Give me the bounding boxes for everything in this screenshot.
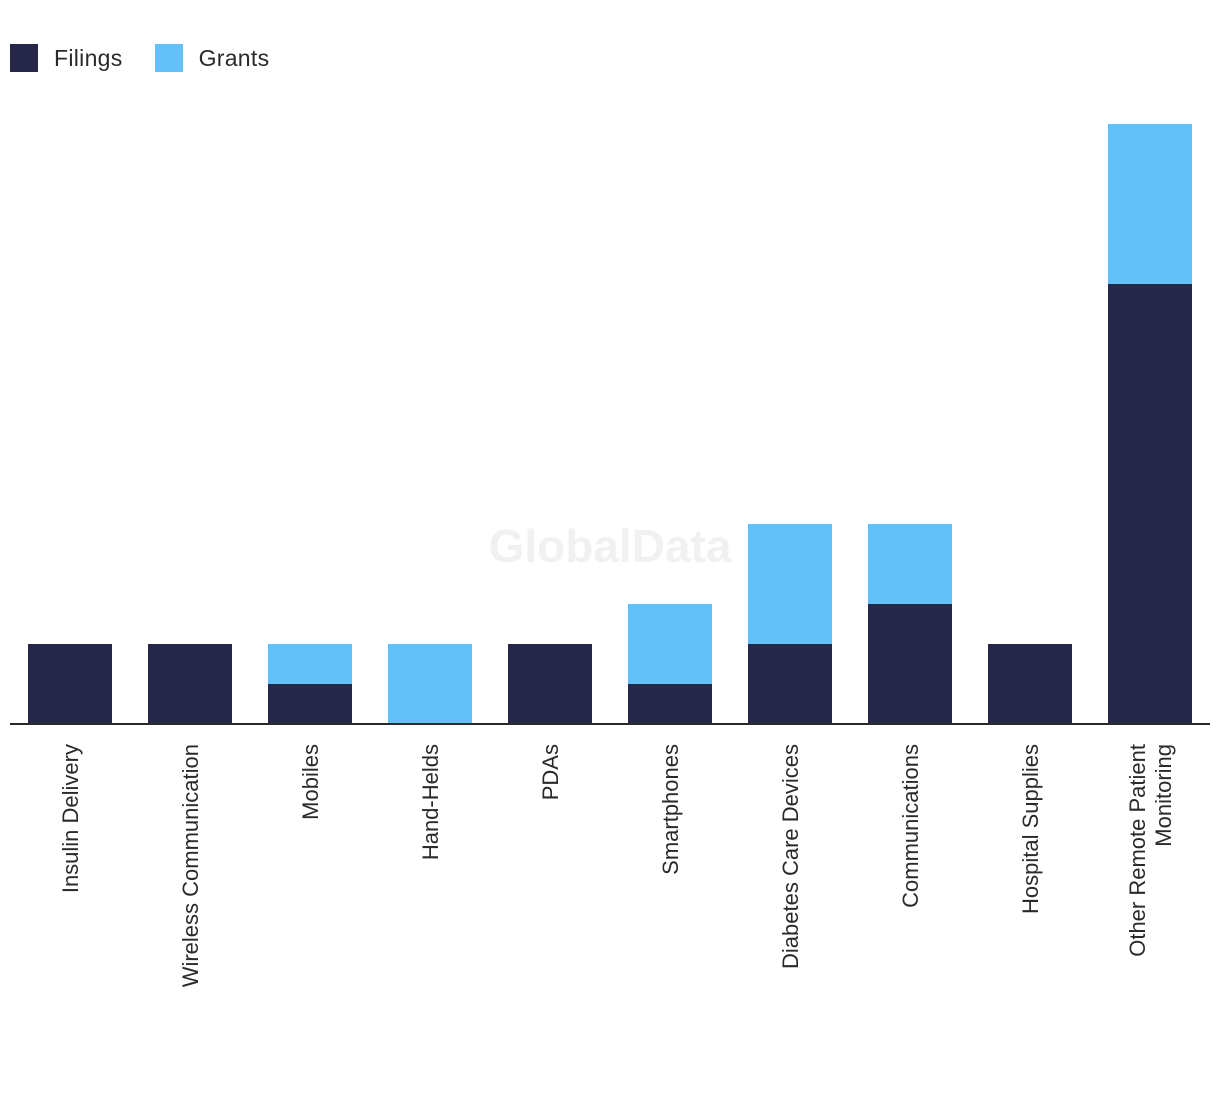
bar-filings-1 xyxy=(148,644,232,724)
bar-filings-9 xyxy=(1108,284,1192,724)
legend-label-grants: Grants xyxy=(198,44,270,71)
x-tick-label-line-9-0: Other Remote Patient xyxy=(1125,744,1150,957)
bar-filings-5 xyxy=(628,684,712,724)
bar-filings-6 xyxy=(748,644,832,724)
x-tick-label-6: Diabetes Care Devices xyxy=(778,744,803,969)
bar-grants-6 xyxy=(748,524,832,644)
bar-filings-4 xyxy=(508,644,592,724)
x-tick-label-9: Other Remote PatientMonitoring xyxy=(1125,744,1176,957)
x-tick-label-line-8-0: Hospital Supplies xyxy=(1018,744,1043,914)
bar-filings-7 xyxy=(868,604,952,724)
legend-swatch-grants xyxy=(154,44,183,72)
legend: Filings Grants xyxy=(10,44,301,72)
bar-filings-2 xyxy=(268,684,352,724)
x-tick-label-line-1-0: Wireless Communication xyxy=(178,744,203,987)
legend-label-filings: Filings xyxy=(54,44,123,71)
x-tick-label-8: Hospital Supplies xyxy=(1018,744,1043,914)
legend-swatch-filings xyxy=(10,44,38,72)
bars-group xyxy=(28,124,1192,724)
bar-filings-0 xyxy=(28,644,112,724)
x-tick-label-line-4-0: PDAs xyxy=(538,744,563,800)
x-tick-label-4: PDAs xyxy=(538,744,563,800)
x-tick-label-0: Insulin Delivery xyxy=(58,744,83,893)
x-tick-label-3: Hand-Helds xyxy=(418,744,443,860)
x-tick-label-7: Communications xyxy=(898,744,923,908)
x-tick-label-line-0-0: Insulin Delivery xyxy=(58,744,83,893)
bar-grants-9 xyxy=(1108,124,1192,284)
bar-grants-5 xyxy=(628,604,712,684)
x-tick-labels: Insulin Delivery Wireless Communication Mo… xyxy=(58,744,1176,987)
bar-grants-3 xyxy=(388,644,472,724)
x-tick-label-line-2-0: Mobiles xyxy=(298,744,323,820)
x-tick-label-line-7-0: Communications xyxy=(898,744,923,908)
x-tick-label-line-6-0: Diabetes Care Devices xyxy=(778,744,803,969)
bar-grants-7 xyxy=(868,524,952,604)
legend-item-filings: Filings xyxy=(10,44,123,72)
legend-item-grants: Grants xyxy=(154,44,270,72)
x-tick-label-line-5-0: Smartphones xyxy=(658,744,683,875)
bar-grants-2 xyxy=(268,644,352,684)
x-tick-label-2: Mobiles xyxy=(298,744,323,820)
watermark: GlobalData xyxy=(489,520,732,572)
x-tick-label-line-9-1: Monitoring xyxy=(1151,744,1176,847)
x-tick-label-line-3-0: Hand-Helds xyxy=(418,744,443,860)
bar-filings-8 xyxy=(988,644,1072,724)
x-tick-label-5: Smartphones xyxy=(658,744,683,875)
x-tick-label-1: Wireless Communication xyxy=(178,744,203,987)
